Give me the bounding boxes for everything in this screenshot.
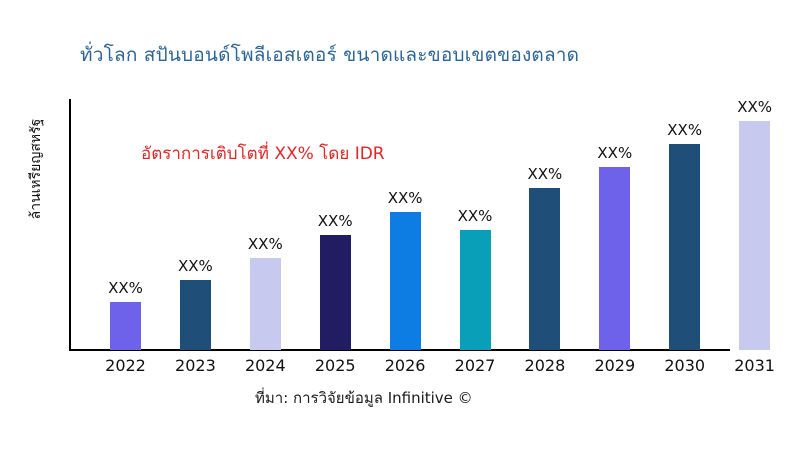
x-tick-2026: 2026 [384,356,426,375]
bar-2029 [599,167,631,350]
bar-value-label-2031: XX% [737,98,772,116]
x-axis-line [69,349,730,351]
x-tick-2029: 2029 [594,356,636,375]
chart-title: ทั่วโลก สปันบอนด์โพลีเอสเตอร์ ขนาดและขอบ… [80,44,580,66]
bar-value-label-2030: XX% [667,121,703,139]
source-text: ที่มา: การวิจัยข้อมูล Infinitive © [255,389,473,407]
x-tick-2025: 2025 [314,356,356,375]
bar-2028 [529,188,561,350]
y-axis-label: ล้านเหรียญสหรัฐ [28,118,44,220]
y-axis-line [69,99,71,351]
bar-value-label-2025: XX% [317,212,353,230]
bar-2022 [110,302,141,350]
x-tick-2022: 2022 [105,356,146,375]
bar-2025 [319,235,351,350]
bar-2031 [739,121,771,350]
x-tick-2023: 2023 [175,356,216,375]
bar-2024 [249,258,281,350]
bar-2026 [389,212,421,350]
bar-value-label-2023: XX% [177,257,213,275]
bar-value-label-2022: XX% [108,279,143,297]
bar-value-label-2026: XX% [387,189,423,207]
x-tick-2027: 2027 [454,356,496,375]
growth-annotation: อัตราการเติบโตที่ XX% โดย IDR [141,144,385,164]
x-tick-2031: 2031 [734,356,775,375]
bar-value-label-2024: XX% [247,235,283,253]
bar-2027 [459,230,491,350]
x-tick-2030: 2030 [664,356,706,375]
bar-2030 [669,144,701,350]
bar-2023 [179,280,211,350]
x-tick-2028: 2028 [524,356,566,375]
x-tick-2024: 2024 [244,356,286,375]
bar-value-label-2029: XX% [597,144,633,162]
plot-area: XX% 2022 XX% 2023 XX% 2024 XX% 2025 XX% 2026 XX% 20… [69,98,779,375]
bar-value-label-2027: XX% [457,207,493,225]
bar-value-label-2028: XX% [527,165,563,183]
